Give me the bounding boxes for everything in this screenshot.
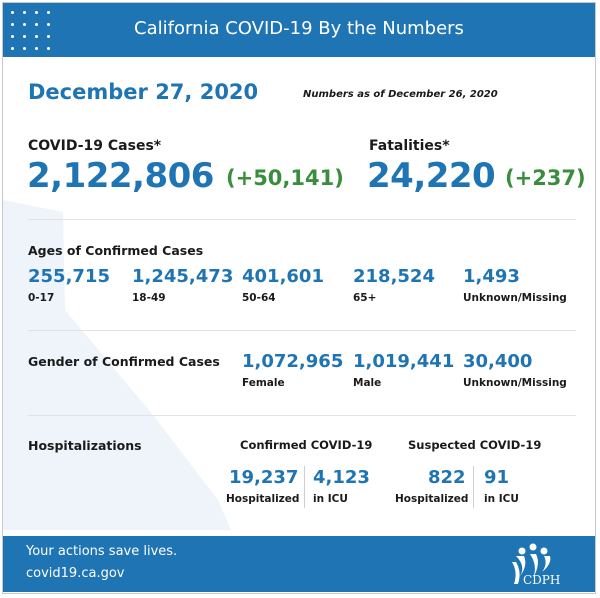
hospitalizations-section-title: Hospitalizations (28, 438, 142, 453)
age-label: 50-64 (242, 292, 276, 304)
footer-banner (3, 536, 595, 592)
age-value: 255,715 (28, 266, 110, 287)
age-label: Unknown/Missing (463, 292, 567, 304)
confirmed-icu-label: in ICU (313, 493, 348, 505)
fatalities-label: Fatalities* (369, 138, 450, 154)
confirmed-hospitalized-value: 19,237 (229, 467, 299, 488)
cases-label: COVID-19 Cases* (28, 138, 162, 154)
column-separator (304, 466, 305, 508)
suspected-title: Suspected COVID-19 (408, 438, 542, 452)
report-date: December 27, 2020 (28, 80, 259, 104)
gender-value: 30,400 (463, 351, 533, 372)
ages-section-title: Ages of Confirmed Cases (28, 243, 204, 258)
dot-grid-icon (11, 11, 51, 51)
page-title: California COVID-19 By the Numbers (134, 18, 464, 39)
cases-value: 2,122,806 (27, 156, 214, 196)
california-map-silhouette (3, 200, 231, 530)
suspected-icu-value: 91 (484, 467, 510, 488)
confirmed-title: Confirmed COVID-19 (240, 438, 373, 452)
cases-delta: (+50,141) (226, 166, 344, 190)
suspected-icu-label: in ICU (484, 493, 519, 505)
confirmed-hospitalized-label: Hospitalized (226, 493, 300, 505)
suspected-hospitalized-value: 822 (428, 467, 466, 488)
numbers-as-of: Numbers as of December 26, 2020 (303, 89, 498, 100)
age-label: 0-17 (28, 292, 55, 304)
age-value: 1,493 (463, 266, 520, 287)
gender-label: Unknown/Missing (463, 377, 567, 389)
fatalities-value: 24,220 (367, 156, 496, 196)
column-separator (473, 466, 474, 508)
age-value: 401,601 (242, 266, 324, 287)
footer-tagline: Your actions save lives. (26, 544, 178, 559)
gender-value: 1,072,965 (242, 351, 344, 372)
divider (28, 219, 576, 220)
age-label: 65+ (353, 292, 377, 304)
footer-website-link[interactable]: covid19.ca.gov (26, 566, 125, 581)
header-banner: California COVID-19 By the Numbers (3, 3, 595, 57)
divider (28, 330, 576, 331)
gender-label: Female (242, 377, 285, 389)
age-value: 218,524 (353, 266, 435, 287)
fatalities-delta: (+237) (505, 166, 586, 190)
suspected-hospitalized-label: Hospitalized (395, 493, 469, 505)
cdph-logo-text: CDPH (523, 573, 561, 587)
gender-label: Male (353, 377, 382, 389)
age-label: 18-49 (132, 292, 166, 304)
confirmed-icu-value: 4,123 (313, 467, 370, 488)
gender-value: 1,019,441 (353, 351, 455, 372)
gender-section-title: Gender of Confirmed Cases (28, 354, 220, 369)
cdph-logo-icon (512, 543, 551, 584)
age-value: 1,245,473 (132, 266, 234, 287)
divider (28, 415, 576, 416)
